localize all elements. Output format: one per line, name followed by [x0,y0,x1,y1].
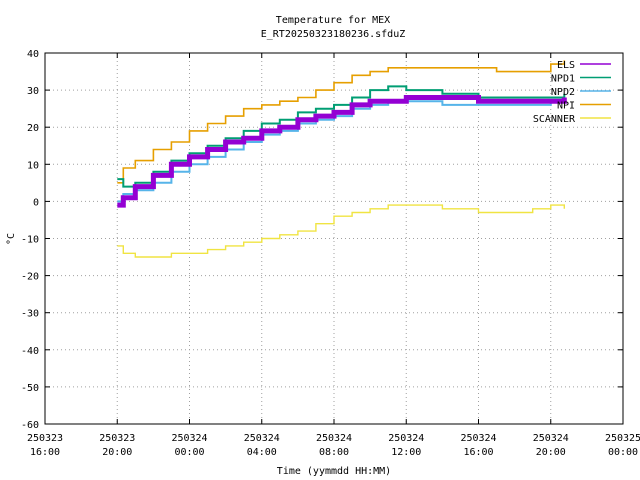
series-line-scanner [117,204,565,258]
x-tick-label-date: 250324 [460,433,496,444]
legend: ELS NPD1 NPD2 NPI SCANNER [533,60,611,125]
x-tick-label-time: 08:00 [319,447,349,458]
y-tick-label: 20 [27,123,39,134]
x-tick-label-date: 250324 [388,433,424,444]
x-tick-label-time: 16:00 [463,447,493,458]
legend-label-scanner: SCANNER [533,114,576,125]
x-axis-label: Time (yymmdd HH:MM) [277,466,391,477]
x-tick-label-time: 00:00 [174,447,204,458]
legend-label-npd1: NPD1 [551,74,575,85]
y-axis: -60 -50 -40 -30 -20 -10 0 10 20 30 40 [21,49,623,431]
series-line-els [117,95,567,208]
x-tick-label-time: 16:00 [30,447,60,458]
y-tick-label: -50 [21,383,39,394]
y-tick-label: -20 [21,272,39,283]
y-tick-label: 10 [27,160,39,171]
legend-label-npd2: NPD2 [551,87,575,98]
x-tick-label-date: 250324 [171,433,207,444]
y-tick-label: -10 [21,235,39,246]
chart-subtitle: E_RT20250323180236.sfduZ [261,29,406,40]
y-tick-label: -30 [21,309,39,320]
y-tick-label: 40 [27,49,39,60]
x-tick-label-date: 250323 [99,433,135,444]
x-tick-label-time: 20:00 [102,447,132,458]
x-tick-label-time: 00:00 [608,447,638,458]
x-tick-label-date: 250324 [316,433,352,444]
series-line-npi [117,60,566,184]
legend-label-npi: NPI [557,101,575,112]
y-axis-label: °C [6,233,17,245]
y-tick-label: -40 [21,346,39,357]
x-tick-label-date: 250324 [244,433,280,444]
x-axis: 250323 16:00 250323 20:00 250324 00:00 250324 0… [27,53,640,458]
x-tick-label-date: 250324 [533,433,569,444]
x-tick-label-time: 20:00 [536,447,566,458]
x-tick-label-time: 04:00 [247,447,277,458]
y-tick-label: -60 [21,420,39,431]
legend-label-els: ELS [557,60,575,71]
chart-title: Temperature for MEX [276,15,390,26]
x-tick-label-time: 12:00 [391,447,421,458]
x-tick-label-date: 250323 [27,433,63,444]
series-line-npd2 [117,100,565,203]
grid-lines [45,53,623,424]
y-tick-label: 30 [27,86,39,97]
series-layer [117,60,567,258]
y-tick-label: 0 [33,197,39,208]
x-tick-label-date: 250325 [605,433,640,444]
